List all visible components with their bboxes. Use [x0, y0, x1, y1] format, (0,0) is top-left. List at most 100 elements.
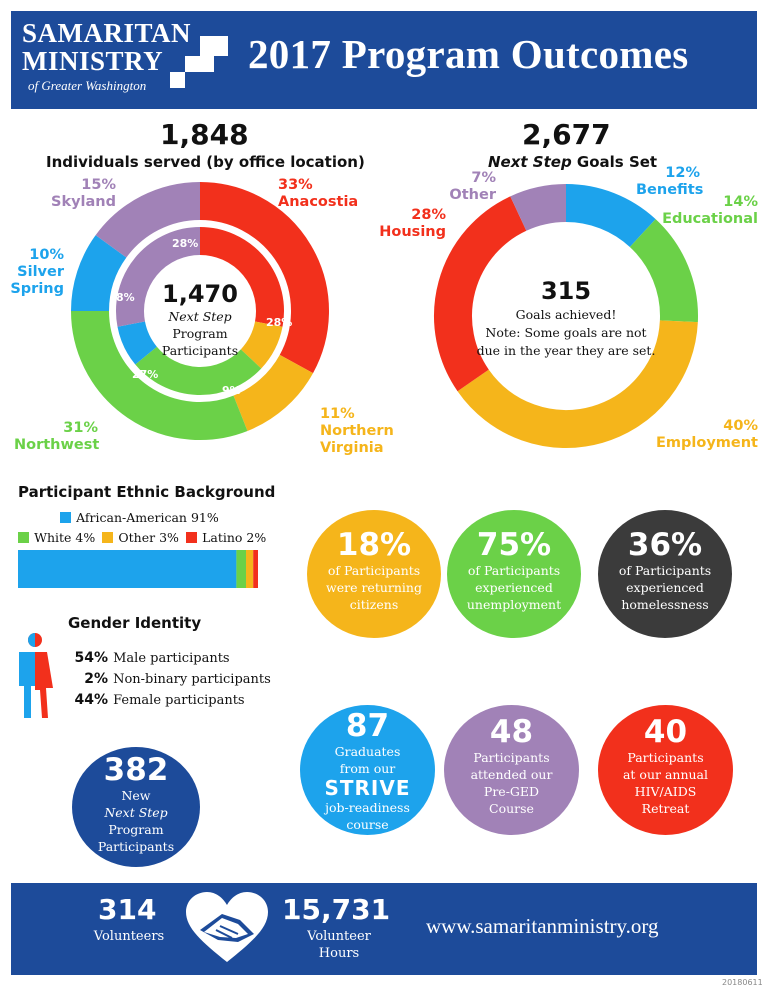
outer-slice-anacostia	[199, 182, 329, 374]
website-link[interactable]: www.samaritanministry.org	[426, 914, 659, 938]
individuals-subtitle: Individuals served (by office location)	[46, 153, 365, 171]
gender-row-male: 54% Male participants	[68, 647, 271, 668]
volunteer-hours-label1: Volunteer	[307, 929, 371, 944]
bubble-hiv-line3: HIV/AIDS	[634, 784, 697, 799]
label-silver-spring: 10% Silver Spring	[8, 247, 64, 298]
goals-total: 2,677	[522, 118, 611, 151]
label-other-pct: 7%	[471, 170, 496, 186]
bubble-preged-line3: Pre-GED	[483, 784, 540, 799]
heart-handshake-icon	[186, 892, 268, 962]
logo-text-tagline: of Greater Washington	[28, 78, 147, 93]
bubble-preged-line2: attended our	[470, 767, 553, 782]
logo-checker-icon	[170, 36, 228, 88]
ethnic-bar-african-american	[18, 550, 237, 588]
goals-subtitle-italic: Next Step	[488, 153, 572, 171]
gender-nonbinary-pct: 2%	[84, 671, 108, 687]
bubble-strive-line4: course	[346, 817, 389, 832]
participants-number: 1,470	[162, 280, 238, 308]
label-skyland-pct: 15%	[81, 177, 116, 193]
strive-logo-text: STRIVE	[324, 776, 411, 800]
gender-row-nonbinary: 2% Non-binary participants	[68, 668, 271, 689]
goal-slice-benefits	[565, 184, 656, 248]
label-silver-pct: 10%	[29, 247, 64, 263]
label-educational: 14% Educational	[656, 194, 758, 228]
individuals-total: 1,848	[160, 118, 249, 151]
volunteer-hours-label2: Hours	[318, 946, 360, 961]
volunteer-hours-number: 15,731	[282, 893, 391, 926]
bubble-homelessness-line2: experienced	[626, 580, 704, 595]
label-northern-virginia: 11% Northern Virginia	[320, 406, 394, 457]
bubble-unemployment-line2: experienced	[475, 580, 553, 595]
bubble-new-num: 382	[103, 752, 169, 788]
label-northwest-pct: 31%	[63, 420, 98, 436]
label-housing: 28% Housing	[376, 207, 446, 241]
inner-slice-anacostia	[199, 227, 284, 327]
participants-line2: Program	[172, 326, 228, 341]
label-housing-name: Housing	[379, 224, 446, 240]
logo-text-ministry: MINISTRY	[22, 46, 164, 76]
legend-swatch-other	[102, 532, 114, 543]
inner-slice-northwest	[135, 346, 262, 395]
label-employment: 40% Employment	[656, 418, 758, 452]
gender-rows: 54% Male participants 2% Non-binary part…	[68, 647, 271, 710]
bubble-preged-num: 48	[489, 714, 534, 750]
participants-line1: Next Step	[168, 309, 232, 324]
ethnic-bar-other	[246, 550, 254, 588]
label-northwest: 31% Northwest	[14, 420, 100, 454]
label-northwest-name: Northwest	[14, 437, 100, 453]
document-code: 20180611	[722, 978, 763, 987]
gender-nonbinary-label: Non-binary participants	[113, 672, 271, 687]
inner-pct-yellow: 9%	[222, 384, 241, 397]
outer-slice-skyland	[95, 182, 201, 259]
bubble-preged-line4: Course	[489, 801, 534, 816]
label-anacostia-name: Anacostia	[278, 194, 359, 210]
stat-bubble-returning-citizens: 18% of Participants were returning citiz…	[307, 510, 441, 638]
outer-slice-northwest	[71, 310, 248, 440]
bubble-hiv-line4: Retreat	[641, 801, 690, 816]
volunteers-number: 314	[98, 893, 157, 926]
label-employment-pct: 40%	[723, 418, 758, 434]
goals-subtitle-rest: Goals Set	[576, 153, 658, 171]
participants-line3: Participants	[161, 343, 239, 358]
gender-male-pct: 54%	[74, 650, 108, 666]
label-other: 7% Other	[444, 170, 496, 204]
ethnic-title: Participant Ethnic Background	[18, 483, 276, 501]
bubble-returning-line3: citizens	[349, 597, 399, 612]
label-educational-pct: 14%	[723, 194, 758, 210]
legend-other: Other 3%	[118, 530, 179, 545]
volunteers-label: Volunteers	[93, 929, 165, 944]
ethnic-bar-latino	[253, 550, 258, 588]
bubble-new-line4: Participants	[97, 839, 175, 854]
footer-banner	[11, 883, 757, 975]
gender-male-label: Male participants	[113, 651, 230, 666]
legend-swatch-white	[18, 532, 29, 543]
label-other-name: Other	[449, 187, 496, 203]
goal-slice-employment	[457, 319, 698, 448]
bubble-strive-line3: job-readiness	[325, 800, 410, 815]
label-educational-name: Educational	[662, 211, 758, 227]
label-housing-pct: 28%	[411, 207, 446, 223]
inner-pct-blue: 8%	[116, 291, 135, 304]
header-banner	[11, 11, 757, 109]
bubble-homelessness-num: 36%	[627, 527, 703, 563]
page-title: 2017 Program Outcomes	[248, 31, 689, 77]
ethnic-bar-white	[236, 550, 246, 588]
goals-achieved-number: 315	[540, 277, 592, 305]
goals-center: 315 Goals achieved! Note: Some goals are…	[466, 276, 666, 360]
bubble-strive-num: 87	[345, 708, 390, 744]
inner-pct-red: 28%	[266, 316, 293, 329]
ethnic-stacked-bar	[18, 550, 258, 588]
inner-slice-northern-virginia	[240, 320, 283, 369]
label-anacostia-pct: 33%	[278, 177, 313, 193]
goal-slice-housing	[434, 196, 527, 392]
bubble-strive-line2: from our	[339, 761, 396, 776]
bubble-homelessness-line3: homelessness	[621, 597, 709, 612]
stat-bubble-pre-ged: 48 Participants attended our Pre-GED Cou…	[444, 705, 579, 835]
bubble-unemployment-line1: of Participants	[467, 563, 561, 578]
legend-swatch-african-american	[60, 512, 71, 523]
bubble-unemployment-line3: unemployment	[466, 597, 562, 612]
goals-center-line3: due in the year they are set.	[476, 343, 656, 358]
gender-title: Gender Identity	[68, 614, 202, 632]
label-skyland: 15% Skyland	[46, 177, 116, 211]
